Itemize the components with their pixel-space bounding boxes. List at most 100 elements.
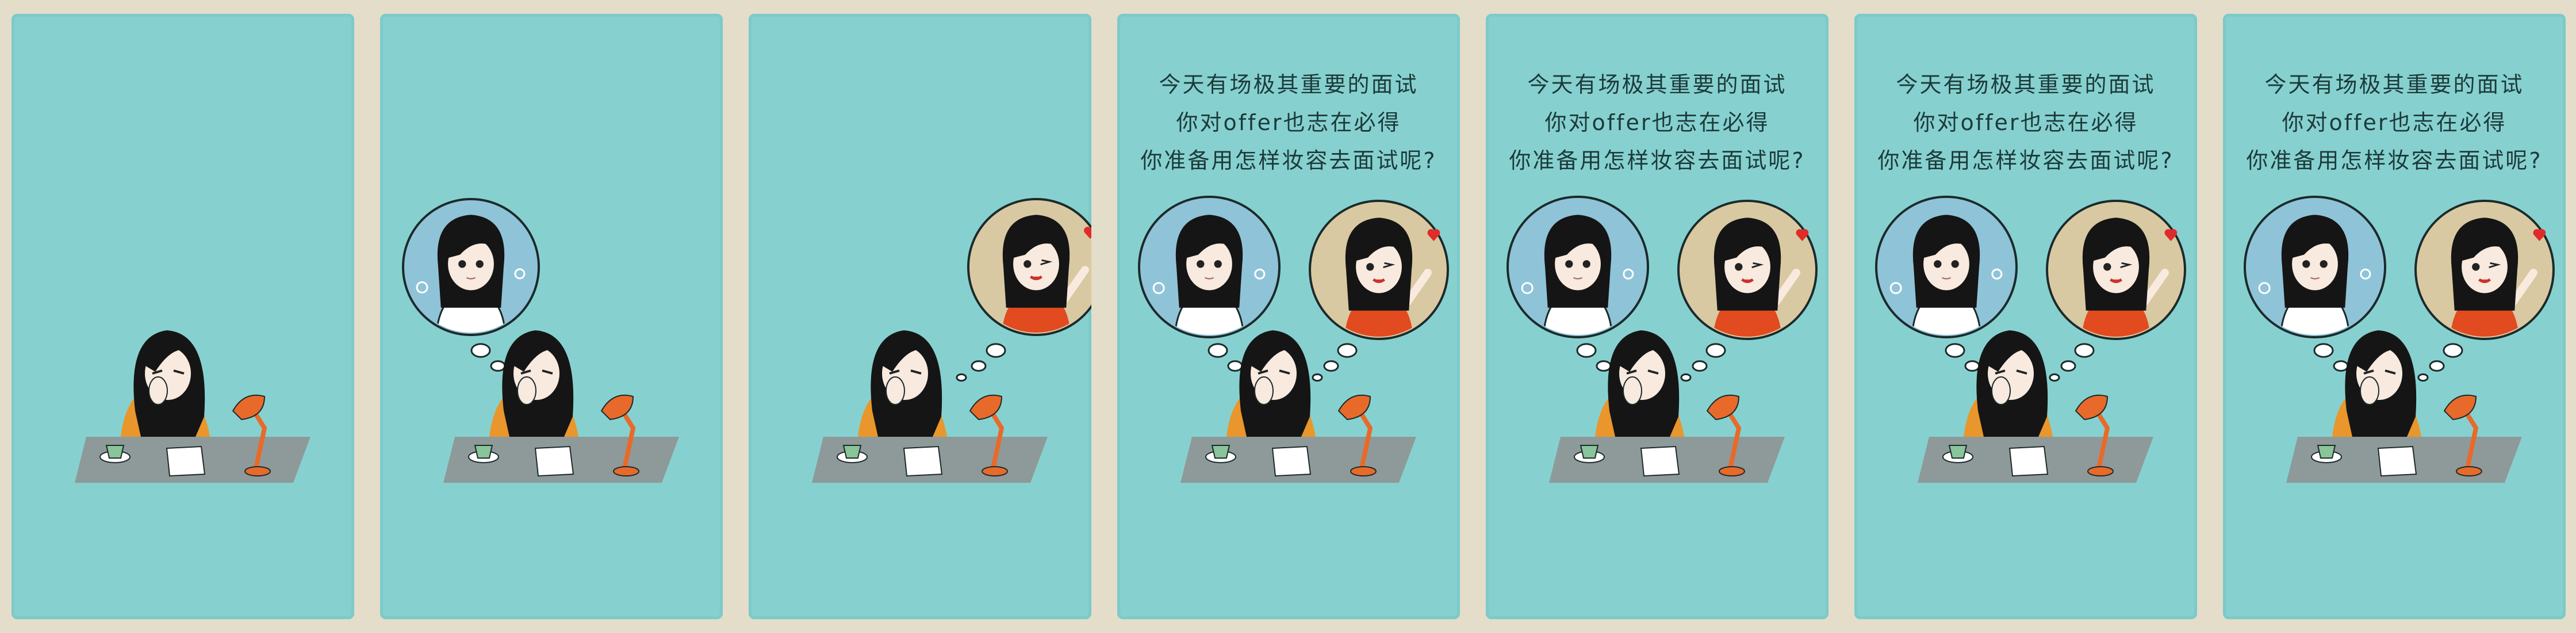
panel-illustration [2244,196,2555,483]
thought-dot [1705,343,1726,358]
thought-trail [2417,343,2463,382]
swirl-icon [416,281,428,293]
eye-icon [1214,260,1222,268]
thought-dot [2443,343,2463,358]
paper [1640,445,1680,477]
thought-dot [2429,360,2445,372]
cup-icon [1948,445,1968,459]
closed-eyes [889,369,922,375]
paper [166,445,206,477]
desk-scene [2286,330,2522,483]
cup-icon [842,445,862,459]
desk-scene [812,330,1048,483]
thought-bubble-plain [2244,196,2386,338]
mouth [466,277,476,280]
bangs [1552,237,1603,259]
thought-dot [490,360,506,372]
bangs [2459,240,2510,262]
bangs [2091,240,2141,262]
lamp-shade [969,394,1003,421]
lamp-shade [2443,394,2477,421]
comic-panel-7: 今天有场极其重要的面试 你对offer也志在必得 你准备用怎样妆容去面试呢? [2223,14,2566,619]
thought-dot [1680,373,1692,382]
desk-scene [1549,330,1785,483]
thought-bubble-plain [402,198,540,336]
thought-bubble-plain [1506,196,1649,338]
paper [534,445,574,477]
closed-eyes [2363,369,2396,375]
thought-bubble-plain [1138,196,1281,338]
eye-icon [2103,263,2111,271]
lamp-shade [600,394,634,421]
mouth [1204,277,1214,280]
desk-scene [1918,330,2153,483]
heart-icon [2164,229,2178,241]
hand [1623,376,1642,405]
caption-line: 你对offer也志在必得 [1176,110,1401,135]
bangs [2290,237,2340,259]
red-lips [2478,278,2491,283]
caption-line: 你准备用怎样妆容去面试呢? [1509,148,1805,173]
mouth [1941,277,1952,280]
bangs [1354,240,1404,262]
swirl-icon [2360,268,2371,280]
thought-dot [956,373,967,382]
bangs [144,344,190,372]
caption-line: 你准备用怎样妆容去面试呢? [2246,148,2543,173]
eye-icon [1582,260,1590,268]
desk-scene [443,330,679,483]
paper [1271,445,1312,477]
closed-eyes [1258,369,1290,375]
thought-trail [470,343,519,382]
cup-icon [1580,445,1599,459]
thought-dot [986,343,1006,358]
waving-arm [2509,269,2537,306]
eye-icon [1197,260,1205,268]
swirl-icon [1889,282,1902,295]
thought-dot [470,343,491,358]
paper [2377,445,2417,477]
caption-line: 今天有场极其重要的面试 [1527,72,1787,97]
thought-bubble-made-up [1677,200,1818,340]
bangs [881,344,927,372]
caption-line: 你对offer也志在必得 [1913,110,2138,135]
waving-arm [1404,269,1432,306]
thought-bubble-made-up [2046,200,2186,340]
comic-panel-1 [12,14,354,619]
bangs [1987,344,2033,372]
lamp-base [1350,466,1377,476]
caption-line: 今天有场极其重要的面试 [2264,72,2524,97]
bangs [512,344,558,372]
panel-caption: 今天有场极其重要的面试 你对offer也志在必得 你准备用怎样妆容去面试呢? [2223,66,2566,180]
hand [148,376,168,405]
eye-icon [476,260,484,268]
heart-icon [1796,229,1809,241]
bangs [1722,240,1773,262]
bangs [2355,344,2401,372]
red-lips [1373,278,1385,283]
caption-line: 你准备用怎样妆容去面试呢? [1140,148,1437,173]
caption-line: 你对offer也志在必得 [1544,110,1770,135]
closed-eyes [1995,369,2027,375]
eye-icon [1951,260,1959,268]
thought-bubble-plain [1875,196,2018,338]
panel-illustration [402,198,679,483]
desk-scene [75,330,310,483]
panel-illustration [1138,196,1449,483]
bangs [1184,237,1235,259]
thought-trail [956,343,1006,382]
thought-trail [1312,343,1358,382]
thought-dot [1964,360,1980,372]
panel-illustration [1875,196,2186,483]
hand [1254,376,1274,405]
eye-icon [2320,260,2328,268]
mouth [2310,277,2320,280]
heart-icon [1084,227,1091,239]
eye-icon [2472,263,2480,271]
thought-dot [1945,343,1965,358]
comic-panel-5: 今天有场极其重要的面试 你对offer也志在必得你准备用怎样妆容去面试呢? [1486,14,1828,619]
bangs [1618,344,1664,372]
swirl-icon [1254,268,1266,280]
comic-panel-4: 今天有场极其重要的面试 你对offer也志在必得 你准备用怎样妆容去面试呢? [1117,14,1460,619]
panel-caption: 今天有场极其重要的面试 你对offer也志在必得 你准备用怎样妆容去面试呢? [1117,66,1460,180]
